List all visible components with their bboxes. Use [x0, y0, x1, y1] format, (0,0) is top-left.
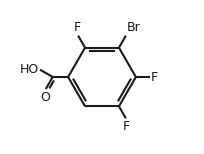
Text: O: O [40, 91, 50, 104]
Text: F: F [122, 120, 129, 133]
Text: Br: Br [127, 21, 140, 34]
Text: HO: HO [20, 63, 39, 76]
Text: F: F [151, 71, 158, 83]
Text: F: F [73, 21, 80, 34]
